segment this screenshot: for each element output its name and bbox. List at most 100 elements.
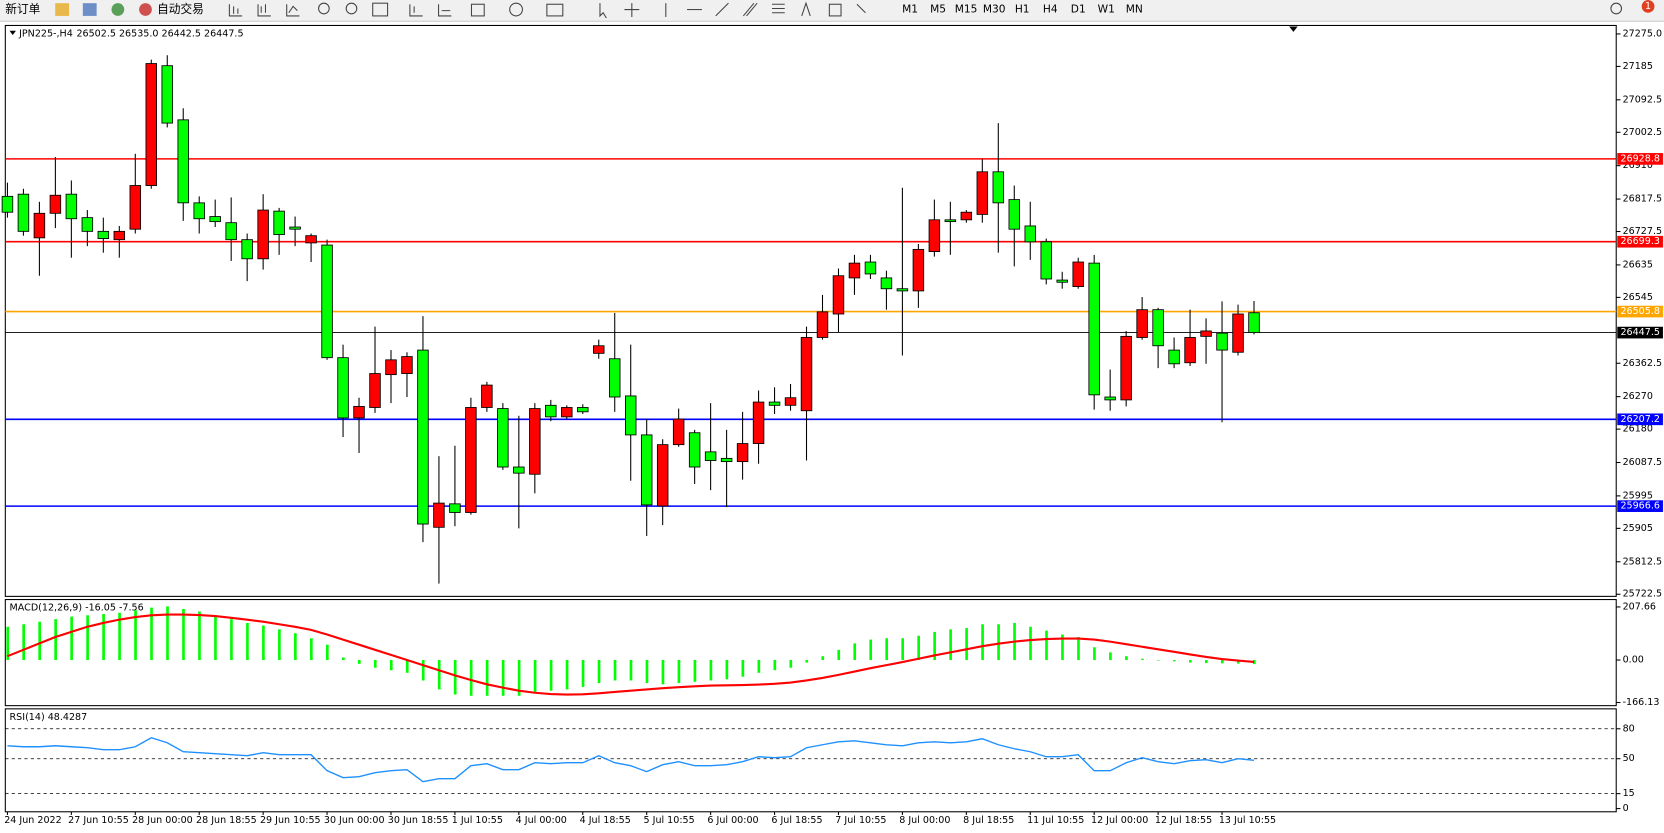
ohlc-text: 26502.5 26535.0 26442.5 26447.5	[76, 28, 243, 39]
icon[interactable]	[82, 3, 97, 16]
icon[interactable]	[228, 4, 243, 17]
icon[interactable]	[438, 4, 452, 17]
macd-bar	[118, 612, 121, 661]
timeframe-button[interactable]: M30	[983, 3, 1006, 16]
level-label: 26699.3	[1620, 236, 1659, 247]
candle-body	[864, 261, 877, 275]
candle-body	[1008, 199, 1021, 230]
auto-trade-button[interactable]: 自动交易	[157, 2, 204, 16]
macd-bar	[693, 660, 697, 682]
macd-bar	[262, 625, 265, 661]
y-tick-label: 26635	[1623, 259, 1653, 270]
candle-body	[449, 503, 461, 513]
macd-bar	[278, 629, 281, 661]
candle-body	[433, 502, 445, 528]
macd-bar	[1125, 656, 1128, 661]
timeframe-button[interactable]: MN	[1126, 3, 1143, 16]
macd-bar	[54, 619, 57, 661]
macd-bar	[182, 608, 185, 661]
cursor-icon[interactable]	[599, 3, 607, 19]
candle-body	[656, 444, 669, 507]
timeframe-button[interactable]: M5	[930, 3, 946, 16]
candle-body	[912, 248, 925, 292]
candle-body	[497, 408, 509, 468]
y-tick-label: 25722.5	[1623, 589, 1662, 600]
timeframe-button[interactable]: H1	[1015, 3, 1030, 16]
icon[interactable]	[546, 3, 564, 17]
candle-body	[1232, 313, 1244, 353]
timeframe-button[interactable]: H4	[1043, 3, 1058, 16]
candle-body	[976, 171, 989, 215]
timeframe-button[interactable]: M15	[955, 3, 978, 16]
candle-body	[593, 345, 605, 354]
macd-bar	[1189, 660, 1192, 663]
text-icon[interactable]	[801, 1, 811, 17]
candle-body	[928, 219, 941, 252]
candle-body	[672, 418, 685, 446]
candle-body	[353, 405, 365, 419]
candle-body	[816, 311, 829, 338]
fibo-icon[interactable]	[772, 3, 785, 14]
macd-bar	[821, 656, 825, 661]
y-tick-label: 80	[1623, 723, 1635, 734]
candle-body	[1072, 261, 1084, 287]
icon[interactable]	[318, 2, 330, 15]
macd-bar	[773, 660, 777, 671]
timeframe-button[interactable]: D1	[1071, 3, 1086, 16]
x-tick-label: 4 Jul 18:55	[580, 815, 631, 826]
candle-body	[624, 395, 637, 436]
timeframe-button[interactable]: M1	[902, 3, 918, 16]
x-tick-label: 11 Jul 10:55	[1027, 815, 1084, 826]
macd-bar	[949, 629, 952, 661]
candle-body	[145, 63, 158, 186]
icon[interactable]	[111, 3, 125, 16]
candle-body	[1024, 225, 1036, 243]
candle-body	[1120, 335, 1132, 401]
x-tick-label: 1 Jul 10:55	[452, 815, 503, 826]
level-label-bg	[1617, 500, 1663, 512]
icon[interactable]	[286, 4, 300, 17]
macd-bar	[917, 635, 920, 661]
macd-bar	[741, 660, 745, 677]
macd-bar	[1045, 630, 1048, 661]
auto-trade-icon[interactable]	[139, 3, 152, 16]
macd-bar	[965, 628, 968, 661]
level-label-bg	[1617, 235, 1663, 248]
macd-bar	[453, 660, 457, 695]
candle-body	[257, 209, 269, 260]
candle-body	[33, 212, 46, 239]
search-icon[interactable]	[1610, 2, 1623, 15]
x-tick-label: 5 Jul 10:55	[644, 815, 695, 826]
macd-bar	[86, 615, 89, 661]
macd-bar	[725, 660, 729, 680]
macd-bar	[789, 660, 793, 668]
macd-bar	[310, 638, 313, 661]
icon[interactable]	[345, 2, 358, 15]
icon[interactable]	[55, 3, 70, 16]
icon[interactable]	[257, 4, 271, 17]
trendline-icon[interactable]	[715, 2, 729, 17]
crosshair-icon[interactable]	[624, 3, 640, 17]
candle-body	[577, 407, 589, 413]
icon[interactable]	[470, 3, 485, 17]
y-tick-label: 26270	[1623, 391, 1653, 402]
icon[interactable]	[409, 4, 423, 17]
icon[interactable]	[372, 2, 389, 17]
channel-icon[interactable]	[742, 2, 758, 17]
candle-body	[305, 235, 317, 244]
rsi-panel	[4, 708, 1617, 813]
candle-body	[752, 401, 765, 444]
candle-body	[1152, 309, 1164, 347]
x-tick-label: 12 Jul 00:00	[1091, 815, 1148, 826]
label-icon[interactable]	[828, 3, 842, 17]
timeframe-button[interactable]: W1	[1098, 3, 1115, 16]
toolbar-icons[interactable]	[228, 1, 866, 19]
icon[interactable]	[509, 2, 523, 17]
new-order-button[interactable]: 新订单	[5, 2, 40, 16]
macd-bar	[421, 660, 425, 681]
notification-badge[interactable]	[1641, 0, 1655, 13]
timeframe-bar: M1 M5 M15 M30 H1 H4 D1 W1 MN	[902, 3, 1143, 16]
macd-bar	[581, 660, 585, 687]
arrow-icon[interactable]	[856, 3, 866, 14]
candle-body	[161, 65, 173, 124]
